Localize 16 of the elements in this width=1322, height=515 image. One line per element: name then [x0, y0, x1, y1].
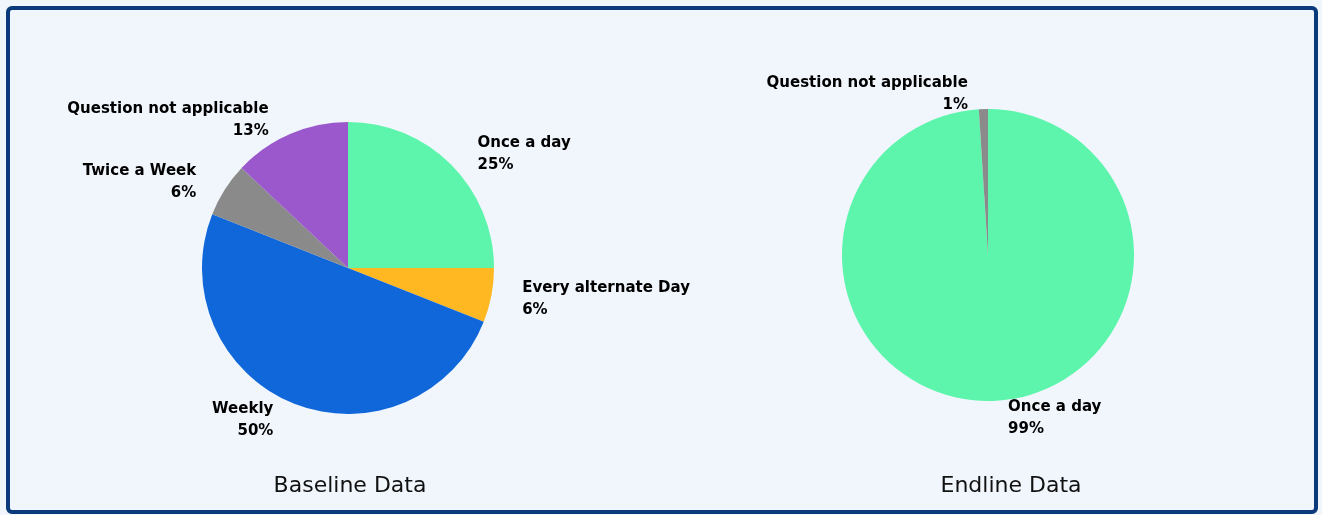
slice-label: Twice a Week [82, 161, 198, 180]
data-label: 6% [170, 183, 197, 202]
data-label: 99% [1008, 418, 1044, 437]
slice-label: Every alternate Day [522, 278, 691, 297]
slice-label: Question not applicable [67, 99, 269, 118]
data-label: 25% [477, 155, 514, 174]
text: Baseline Data [273, 471, 427, 497]
data-label: 50% [237, 420, 274, 439]
slice-label: Question not applicable [766, 73, 968, 92]
slice-label: Once a day [1008, 396, 1102, 415]
data-label: 1% [942, 95, 968, 114]
text: Endline Data [940, 471, 1082, 497]
slice-label: Weekly [212, 398, 274, 417]
data-label: 6% [522, 300, 548, 319]
data-label: 13% [232, 121, 269, 140]
slice-label: Once a day [477, 133, 572, 152]
